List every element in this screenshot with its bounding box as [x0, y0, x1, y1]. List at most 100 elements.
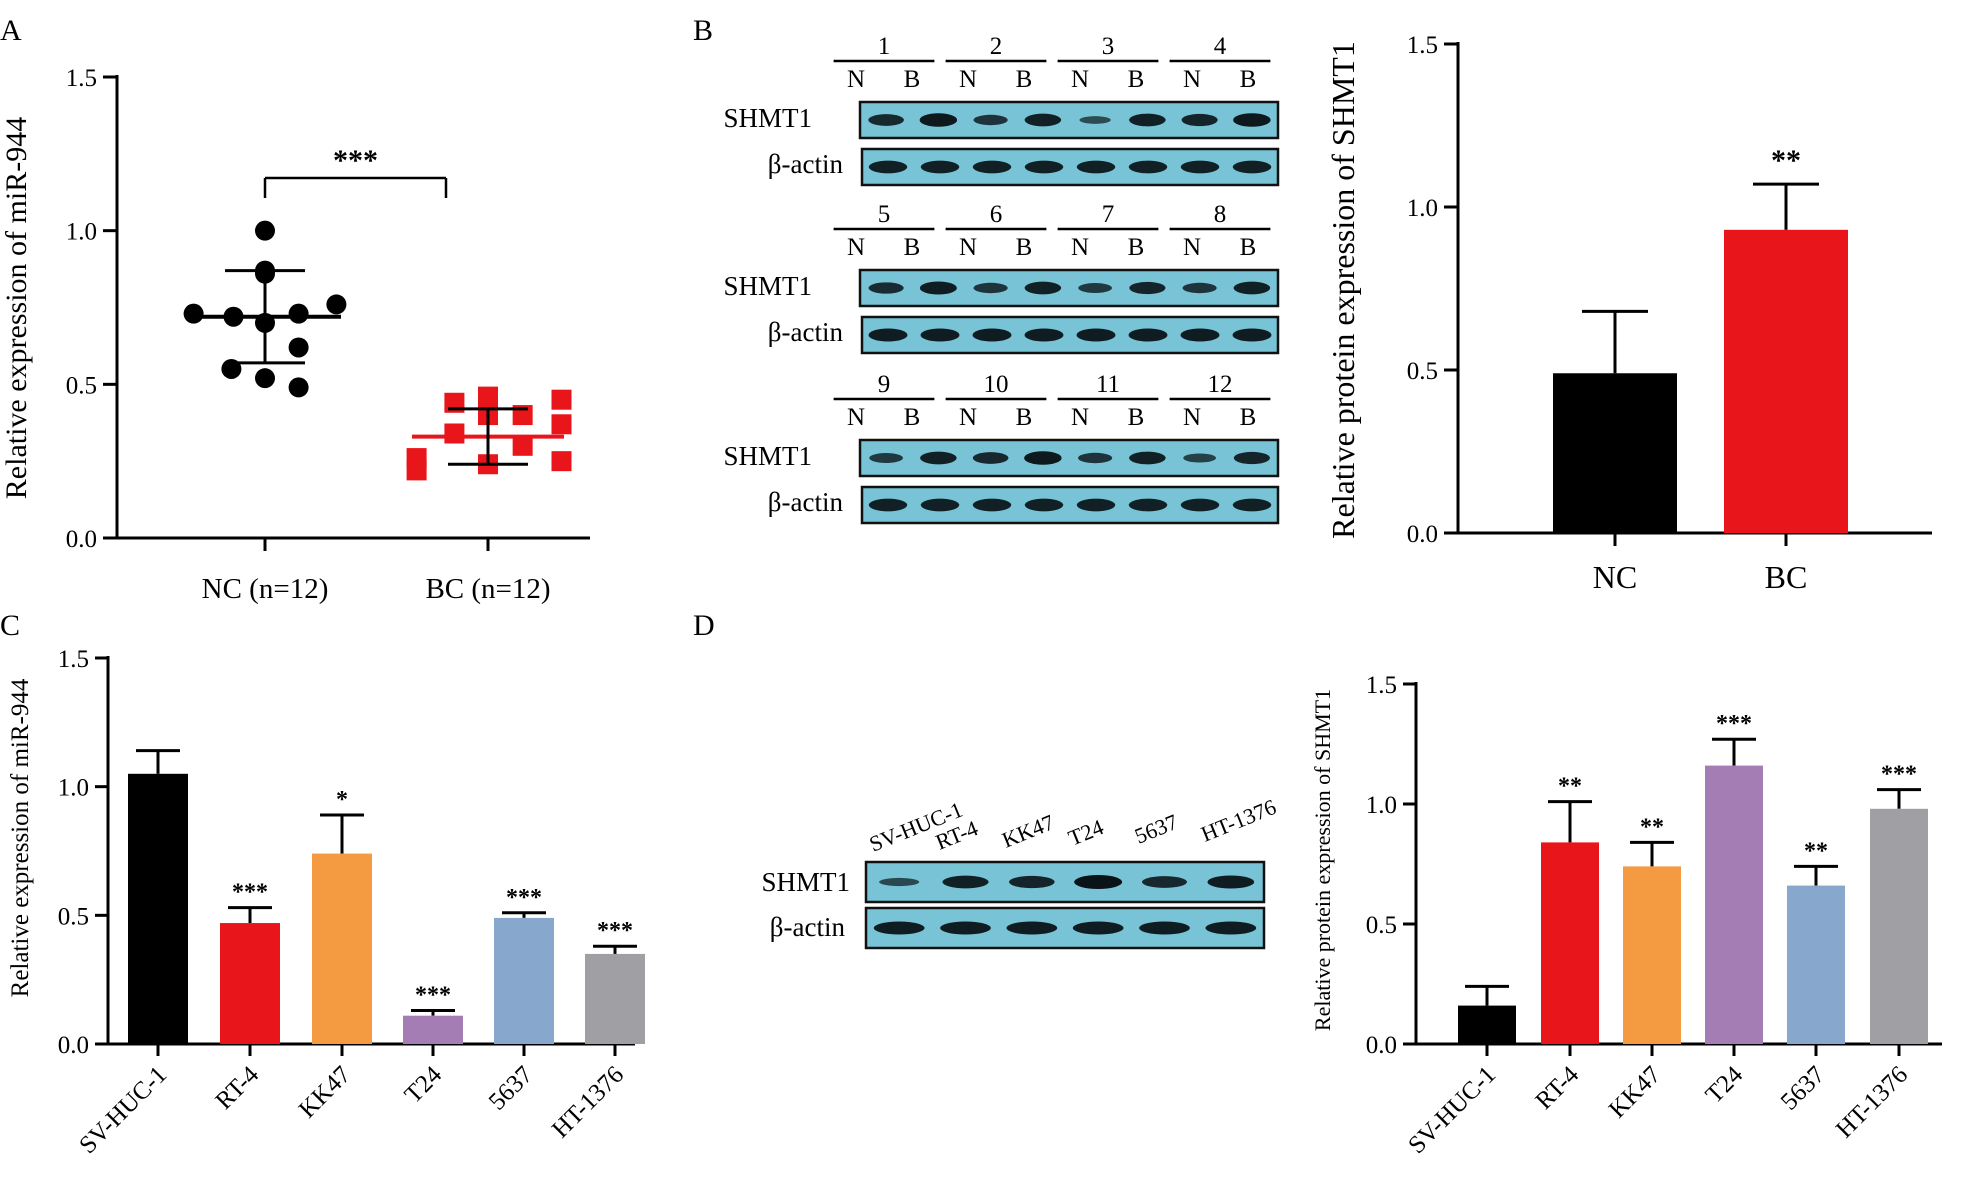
actin-strip-0-band-1: [920, 160, 960, 174]
x-tick-label-1: RT-4: [1531, 1061, 1585, 1115]
lane-label-0-7: B: [1240, 66, 1257, 93]
lane-label-1-0: N: [847, 234, 865, 261]
actin-strip-2-band-5: [1128, 498, 1168, 512]
lane-label-2-2: N: [959, 404, 977, 431]
shmt1-strip-2-band-7: [1233, 451, 1270, 465]
actin-strip-1-band-7: [1232, 328, 1272, 342]
panel-letter-C: C: [0, 609, 20, 642]
shmt1-strip-0-band-5: [1129, 113, 1166, 127]
pair-number-2-0: 9: [878, 371, 891, 398]
shmt1-strip-2: [858, 438, 1280, 478]
actin-label-1: β-actin: [768, 317, 844, 347]
x-tick-label-5: HT-1376: [547, 1061, 629, 1143]
lane-label-3: T24: [1065, 814, 1107, 850]
shmt1-strip-band-4: [1142, 876, 1187, 888]
y-tick-label-1: 0.5: [1366, 912, 1397, 939]
lane-label-1-6: N: [1183, 234, 1201, 261]
actin-strip-0: [860, 147, 1280, 187]
lane-label-0-2: N: [959, 66, 977, 93]
shmt1-strip-0-band-3: [1024, 113, 1062, 127]
sig-label-4: **: [1804, 838, 1828, 864]
chart-b-bar: 0.0 0.5 1.0 1.5 NC BC ** Relative protein expre…: [1325, 32, 1932, 595]
x-tick-label-5: HT-1376: [1831, 1061, 1913, 1143]
pair-number-0-3: 4: [1214, 33, 1227, 60]
lane-label-2-3: B: [1016, 404, 1033, 431]
shmt1-strip-2-band-3: [1024, 451, 1062, 465]
point-0-10: [255, 368, 275, 389]
blot-row-2: 9 10 11 12 N B N B N B N B SHMT1 β-actin: [723, 371, 1280, 525]
shmt1-strip-1-band-7: [1233, 281, 1271, 295]
y-tick-label-1: 0.5: [1407, 358, 1438, 385]
panel-letter-A: A: [0, 14, 22, 47]
y-tick-label-3: 1.5: [58, 646, 89, 673]
y-tick-label-1: 0.5: [58, 903, 89, 930]
y-tick-label-2: 1.0: [58, 775, 89, 802]
actin-strip-0-band-5: [1128, 160, 1168, 174]
sig-label-2: *: [336, 787, 348, 813]
shmt1-strip-band-2: [1009, 875, 1055, 889]
pair-number-2-2: 11: [1096, 371, 1120, 398]
actin-strip-0-band-2: [972, 160, 1012, 174]
lane-label-0-5: B: [1128, 66, 1145, 93]
y-tick-label-0: 0.0: [66, 526, 97, 553]
pair-number-1-2: 7: [1102, 201, 1115, 228]
sig-label-1: **: [1771, 144, 1801, 177]
x-tick-label-1: BC: [1765, 559, 1808, 595]
lane-label-2-7: B: [1240, 404, 1257, 431]
actin-strip-band-4: [1139, 921, 1190, 935]
point-0-0: [255, 220, 275, 241]
y-tick-label-3: 1.5: [1366, 672, 1397, 699]
shmt1-strip-2-band-0: [869, 453, 903, 463]
actin-strip-2-band-2: [972, 498, 1012, 512]
sig-label-3: ***: [1716, 711, 1752, 737]
lane-label-1-5: B: [1128, 234, 1145, 261]
bar-KK47: [1623, 866, 1681, 1044]
actin-strip-2-band-4: [1076, 498, 1116, 512]
x-tick-label-4: 5637: [1776, 1061, 1830, 1115]
pair-number-0-0: 1: [878, 33, 891, 60]
shmt1-strip-2-band-4: [1078, 452, 1113, 464]
shmt1-strip-membrane: [864, 860, 1266, 904]
bar-SV-HUC-1: [128, 773, 188, 1044]
point-0-11: [288, 377, 309, 398]
shmt1-strip-2-band-5: [1129, 451, 1166, 465]
shmt1-strip-0-band-0: [868, 114, 904, 126]
point-1-9: [551, 451, 572, 472]
y-tick-label-2: 1.0: [1407, 195, 1438, 222]
sig-label-5: ***: [597, 918, 633, 944]
shmt1-strip-0-band-4: [1079, 116, 1111, 124]
bar-HT-1376: [585, 953, 645, 1044]
shmt1-strip-0-band-6: [1181, 113, 1218, 127]
shmt1-strip-1: [858, 268, 1280, 308]
lane-label-2-6: N: [1183, 404, 1201, 431]
western-blot-d: SV-HUC-1RT-4 KK47 T24 5637 HT-1376SHMT1β-act…: [761, 794, 1280, 950]
bar-RT-4: [1541, 842, 1599, 1044]
sig-label-1: **: [1558, 774, 1582, 800]
point-0-8: [288, 337, 309, 358]
y-tick-label-1: 0.5: [66, 372, 97, 399]
pair-number-2-3: 12: [1208, 371, 1233, 398]
shmt1-strip-2-band-6: [1183, 453, 1217, 463]
actin-strip-0-band-3: [1024, 160, 1064, 174]
pair-number-1-3: 8: [1214, 201, 1227, 228]
lane-label-2-4: N: [1071, 404, 1089, 431]
actin-strip-2-band-6: [1180, 498, 1220, 512]
x-tick-label-0: SV-HUC-1: [74, 1061, 172, 1159]
pair-number-1-0: 5: [878, 201, 891, 228]
shmt1-strip-1-band-6: [1182, 282, 1217, 294]
y-tick-label-0: 0.0: [58, 1032, 89, 1059]
y-axis-label: Relative protein expression of SHMT1: [1310, 689, 1335, 1031]
sig-label-2: **: [1640, 814, 1664, 840]
x-tick-label-3: T24: [400, 1061, 448, 1109]
shmt1-strip-0-band-2: [973, 114, 1008, 126]
point-1-11: [406, 460, 427, 481]
actin-strip-2: [860, 485, 1280, 525]
shmt1-strip-band-1: [942, 875, 989, 889]
bar-BC: [1724, 229, 1848, 533]
y-tick-label-3: 1.5: [66, 65, 97, 92]
actin-strip-1-band-1: [920, 328, 960, 342]
lane-label-1-4: N: [1071, 234, 1089, 261]
actin-strip-0-band-7: [1232, 160, 1272, 174]
point-1-0: [478, 386, 498, 407]
